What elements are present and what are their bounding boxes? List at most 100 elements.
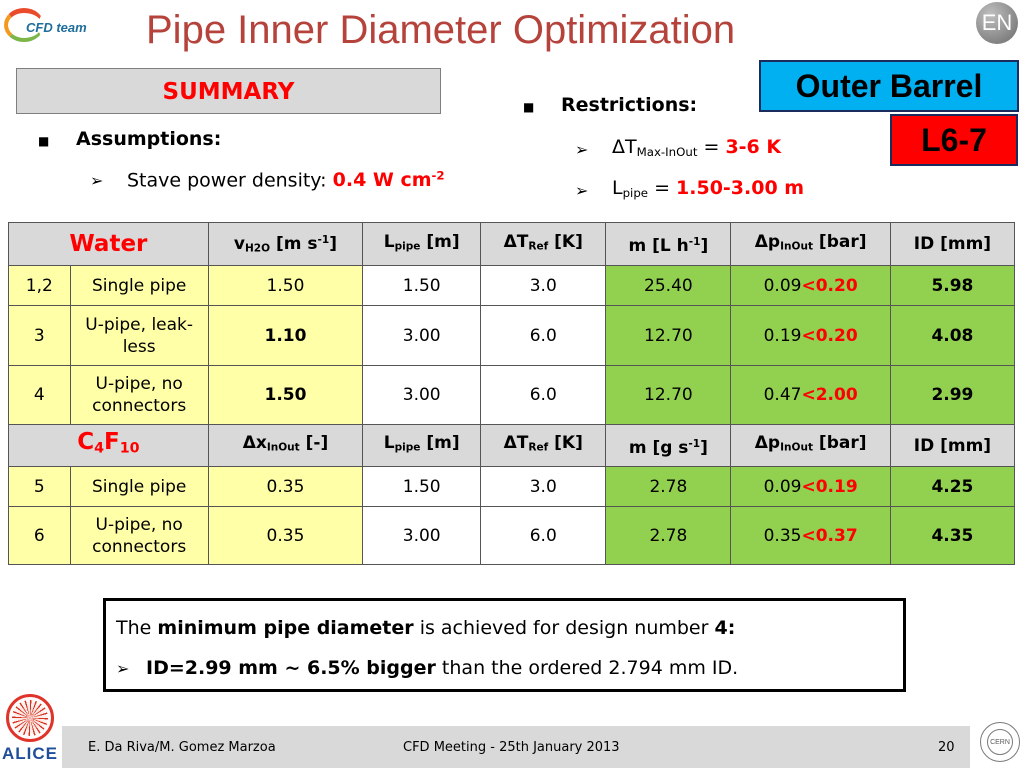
h-dt: ΔT — [503, 231, 529, 252]
table-row: 5 Single pipe 0.35 1.50 3.0 2.78 0.09<0.… — [8, 466, 1016, 507]
col-header-velocity: vH2O [m s-1] — [207, 222, 364, 266]
design-name: Single pipe — [69, 466, 209, 507]
assumptions-heading: Assumptions: — [76, 128, 222, 150]
pressure-drop-cell: 0.47<2.00 — [730, 365, 891, 425]
design-name: Single pipe — [69, 265, 209, 306]
col-header-pressure-drop: ΔpInOut [bar] — [730, 424, 891, 467]
h-m-exp: -1 — [688, 437, 701, 450]
h-dp-unit: [bar] — [813, 231, 867, 252]
id-cell: 5.98 — [889, 265, 1016, 306]
alice-rays-icon — [12, 700, 48, 736]
alice-logo-text: ALICE — [2, 744, 58, 763]
col-header-flow: m [g s-1] — [605, 424, 732, 467]
id-cell: 4.35 — [889, 506, 1016, 565]
footer-meeting: CFD Meeting - 25th January 2013 — [403, 740, 620, 755]
h-m: m [L h — [628, 235, 689, 256]
velocity-cell: 1.10 — [207, 305, 364, 366]
dp-value: 0.47 — [763, 385, 802, 405]
cfd-logo-text: CFD team — [26, 20, 87, 35]
h-x-sub: InOut — [266, 441, 300, 454]
dp-limit: <0.20 — [801, 325, 858, 346]
col-header-flow: m [L h-1] — [605, 222, 732, 266]
delta-t-cell: 6.0 — [480, 365, 607, 425]
language-badge[interactable]: EN — [976, 2, 1018, 44]
conclusion-line-2: ID=2.99 mm ~ 6.5% bigger than the ordere… — [146, 657, 738, 679]
design-number: 5 — [8, 466, 71, 507]
conclusion-box: The minimum pipe diameter is achieved fo… — [103, 598, 906, 692]
col-header-delta-t: ΔTRef [K] — [480, 222, 607, 266]
h-v-unit: [m s — [270, 233, 318, 254]
id-cell: 2.99 — [889, 365, 1016, 425]
col-header-length: Lpipe [m] — [362, 222, 482, 266]
length-cell: 3.00 — [362, 506, 482, 565]
col-header-delta-t: ΔTRef [K] — [480, 424, 607, 467]
diameter-table: Water vH2O [m s-1] Lpipe [m] ΔTRef [K] m… — [8, 222, 1016, 565]
velocity-cell: 1.50 — [207, 365, 364, 425]
dp-limit: <0.37 — [801, 525, 858, 546]
cern-logo: CERN — [980, 722, 1020, 762]
footer-bar: E. Da Riva/M. Gomez Marzoa CFD Meeting -… — [62, 726, 970, 768]
equals-sign: = — [697, 136, 726, 158]
dp-value: 0.09 — [763, 275, 802, 296]
h-dp-unit: [bar] — [813, 433, 867, 454]
length-cell: 3.00 — [362, 305, 482, 366]
h-l: L — [383, 433, 395, 454]
h-l-unit: [m] — [420, 231, 460, 252]
h-dt-unit: [K] — [548, 231, 583, 252]
flow-cell: 12.70 — [605, 365, 732, 425]
velocity-cell: 1.50 — [207, 265, 364, 306]
restrictions-heading: Restrictions: — [561, 94, 698, 116]
conclusion-text: The — [116, 617, 158, 639]
flow-cell: 25.40 — [605, 265, 732, 306]
h-l: L — [383, 231, 395, 252]
design-number: 4 — [8, 365, 71, 425]
design-name: U-pipe, no connectors — [69, 365, 209, 425]
h-v: v — [233, 233, 245, 254]
table-row: 6 U-pipe, no connectors 0.35 3.00 6.0 2.… — [8, 506, 1016, 565]
water-title: Water — [8, 222, 209, 266]
h-v-close: ] — [329, 233, 338, 254]
delta-t-symbol: ΔT — [612, 136, 637, 158]
id-cell: 4.08 — [889, 305, 1016, 366]
power-exponent: -2 — [431, 169, 445, 183]
id-cell: 4.25 — [889, 466, 1016, 507]
h-v-exp: -1 — [317, 233, 330, 246]
h-m-exp: -1 — [688, 236, 701, 249]
col-header-length: Lpipe [m] — [362, 424, 482, 467]
table-row: 3 U-pipe, leak-less 1.10 3.00 6.0 12.70 … — [8, 305, 1016, 366]
h-x-unit: [-] — [299, 433, 329, 454]
conclusion-text: than the ordered 2.794 mm ID. — [435, 657, 739, 679]
h-dt: ΔT — [503, 433, 529, 454]
flow-cell: 2.78 — [605, 506, 732, 565]
h-m: m [g s — [628, 437, 689, 458]
dp-value: 0.35 — [763, 525, 802, 546]
delta-t-cell: 6.0 — [480, 305, 607, 366]
outer-barrel-tag: Outer Barrel — [759, 60, 1019, 112]
pipe-length-restriction: Lpipe = 1.50-3.00 m — [612, 177, 804, 200]
conclusion-text: is achieved for design number — [413, 617, 715, 639]
h-v-sub: H2O — [244, 242, 271, 255]
pressure-drop-cell: 0.19<0.20 — [730, 305, 891, 366]
alice-logo: ALICE — [2, 692, 58, 766]
f-symbol: F — [104, 429, 120, 456]
delta-t-cell: 3.0 — [480, 265, 607, 306]
length-cell: 3.00 — [362, 365, 482, 425]
c-symbol: C — [77, 429, 95, 456]
length-sub: pipe — [622, 185, 649, 200]
page-title: Pipe Inner Diameter Optimization — [146, 8, 736, 52]
cfd-swoosh-icon — [4, 8, 44, 42]
col-header-vapor-quality: ΔxInOut [-] — [207, 424, 364, 467]
design-number: 6 — [8, 506, 71, 565]
h-l-sub: pipe — [394, 441, 421, 454]
power-density-value: 0.4 W cm-2 — [333, 169, 445, 191]
arrow-bullet-icon: ➢ — [116, 659, 130, 678]
dp-limit: <0.20 — [801, 275, 858, 296]
square-bullet-icon: ■ — [38, 134, 50, 148]
col-header-id: ID [mm] — [889, 222, 1016, 266]
power-density-line: Stave power density: 0.4 W cm-2 — [127, 169, 445, 191]
pipe-length-value: 1.50-3.00 m — [676, 177, 805, 199]
length-cell: 1.50 — [362, 466, 482, 507]
design-number: 1,2 — [8, 265, 71, 306]
f-sub: 10 — [119, 440, 140, 457]
h-m-close: ] — [700, 235, 709, 256]
